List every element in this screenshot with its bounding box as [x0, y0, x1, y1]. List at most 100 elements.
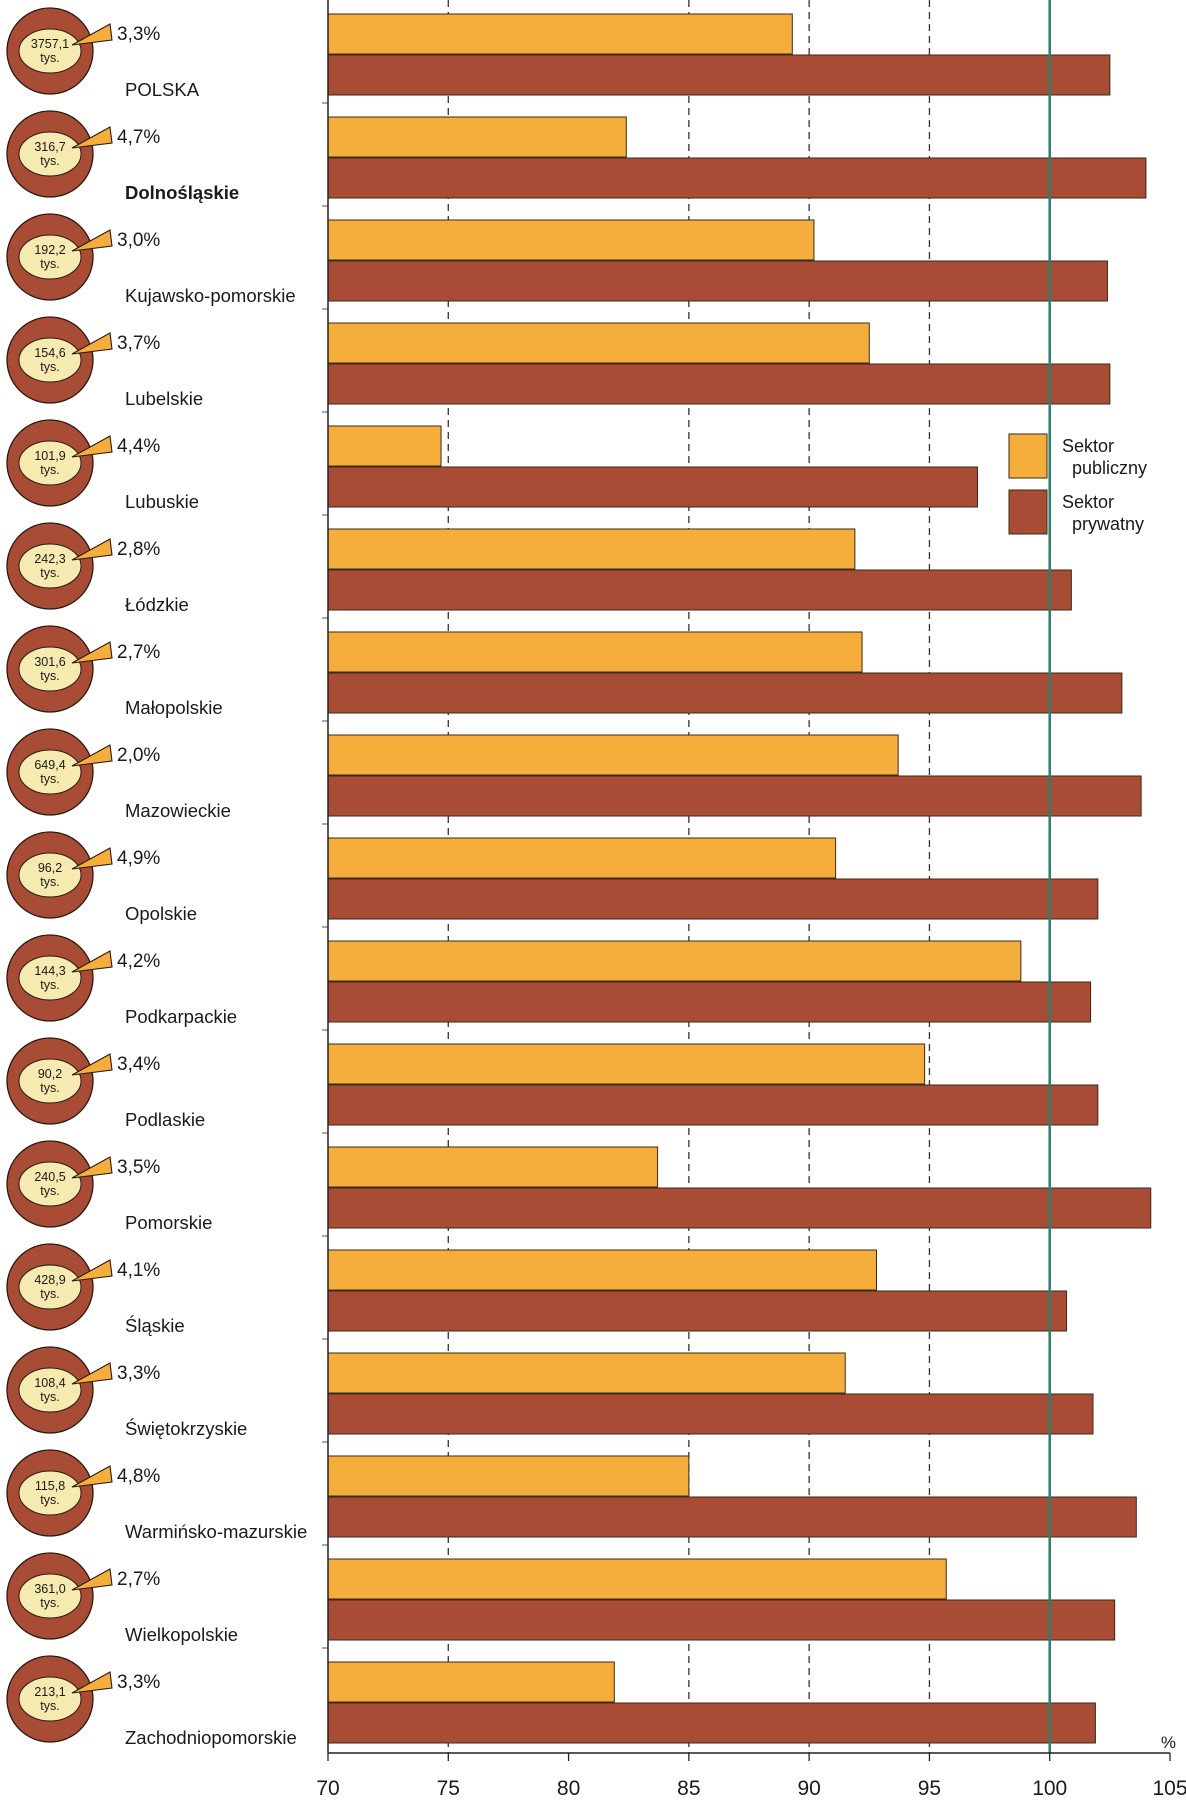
x-tick-label: 75: [437, 1777, 460, 1800]
pie-inner: [18, 1161, 82, 1207]
pie-inner: [18, 234, 82, 280]
pie-slice: [71, 1259, 113, 1282]
pie-inner: [18, 440, 82, 486]
bar-private: [327, 569, 1072, 611]
legend-label-line1: Sektor: [1062, 436, 1114, 456]
pie-unit-label: tys.: [40, 1184, 59, 1198]
pie-unit-label: tys.: [40, 154, 59, 168]
pie-unit-label: tys.: [40, 669, 59, 683]
pie-unit-label: tys.: [40, 566, 59, 580]
legend-swatch-public: [1008, 433, 1048, 479]
category-label: Małopolskie: [125, 697, 223, 718]
pie-value-label: 301,6: [34, 655, 65, 669]
pie-unit-label: tys.: [40, 1287, 59, 1301]
category-label: Zachodniopomorskie: [125, 1727, 297, 1748]
pie-inner: [18, 1058, 82, 1104]
share-label: 4,2%: [117, 951, 160, 972]
pie-inner: [18, 337, 82, 383]
share-label: 3,3%: [117, 1672, 160, 1693]
bar-public: [327, 940, 1022, 982]
pie-value-label: 192,2: [34, 243, 65, 257]
legend-label-line2: prywatny: [1072, 514, 1144, 534]
x-tick-label: 95: [918, 1777, 941, 1800]
pie-unit-label: tys.: [40, 360, 59, 374]
pie-slice: [71, 332, 113, 355]
bar-public: [327, 219, 815, 261]
category-label: Opolskie: [125, 903, 197, 924]
bar-private: [327, 260, 1108, 302]
pie-slice: [71, 126, 113, 149]
pie-value-label: 115,8: [35, 1479, 65, 1493]
pie-inner: [18, 749, 82, 795]
pie-slice: [71, 950, 113, 973]
pie-value-label: 213,1: [34, 1685, 65, 1699]
bar-public: [327, 13, 793, 55]
pie-unit-label: tys.: [40, 875, 59, 889]
bar-private: [327, 1290, 1068, 1332]
share-label: 2,8%: [117, 539, 160, 560]
bar-private: [327, 878, 1099, 920]
bar-public: [327, 1352, 846, 1394]
x-tick-label: 85: [677, 1777, 700, 1800]
x-tick-label: 100: [1032, 1777, 1067, 1800]
bar-public: [327, 1661, 615, 1703]
share-label: 4,9%: [117, 848, 160, 869]
bar-private: [327, 672, 1123, 714]
category-label: Mazowieckie: [125, 800, 231, 821]
bar-private: [327, 1187, 1152, 1229]
pie-slice: [71, 744, 113, 767]
pie-inner: [18, 646, 82, 692]
bar-public: [327, 1146, 659, 1188]
share-label: 2,0%: [117, 745, 160, 766]
pie-value-label: 361,0: [34, 1582, 65, 1596]
pie-slice: [71, 1465, 113, 1488]
pie-inner: [18, 1676, 82, 1722]
bar-public: [327, 1455, 690, 1497]
bar-public: [327, 528, 856, 570]
share-label: 3,0%: [117, 230, 160, 251]
x-tick-label: 90: [797, 1777, 820, 1800]
category-label: Podlaskie: [125, 1109, 205, 1130]
rows-layer: 3757,1tys.3,3%POLSKA316,7tys.4,7%Dolnośl…: [6, 7, 307, 1748]
bar-private: [327, 775, 1142, 817]
pie-inner: [18, 1470, 82, 1516]
pie-value-label: 240,5: [34, 1170, 65, 1184]
pie-unit-label: tys.: [40, 978, 59, 992]
share-label: 4,1%: [117, 1260, 160, 1281]
category-label: Kujawsko-pomorskie: [125, 285, 296, 306]
pie-unit-label: tys.: [40, 772, 59, 786]
bar-public: [327, 734, 899, 776]
pie-slice: [71, 1156, 113, 1179]
bar-private: [327, 363, 1111, 405]
legend-label-line2: publiczny: [1072, 458, 1147, 478]
pie-inner: [18, 955, 82, 1001]
pie-value-label: 428,9: [34, 1273, 65, 1287]
x-tick-label: 105: [1152, 1777, 1186, 1800]
pie-value-label: 101,9: [34, 449, 65, 463]
pie-inner: [18, 28, 82, 74]
category-label: Dolnośląskie: [125, 182, 239, 203]
bar-private: [327, 1393, 1094, 1435]
share-label: 3,5%: [117, 1157, 160, 1178]
pie-slice: [71, 435, 113, 458]
share-label: 3,3%: [117, 24, 160, 45]
bar-private: [327, 981, 1092, 1023]
bar-public: [327, 425, 442, 467]
pie-value-label: 90,2: [38, 1067, 62, 1081]
x-tick-label: 70: [316, 1777, 339, 1800]
pie-unit-label: tys.: [40, 1699, 59, 1713]
pie-value-label: 154,6: [34, 346, 65, 360]
pie-unit-label: tys.: [40, 1493, 59, 1507]
share-label: 3,7%: [117, 333, 160, 354]
bar-private: [327, 466, 979, 508]
